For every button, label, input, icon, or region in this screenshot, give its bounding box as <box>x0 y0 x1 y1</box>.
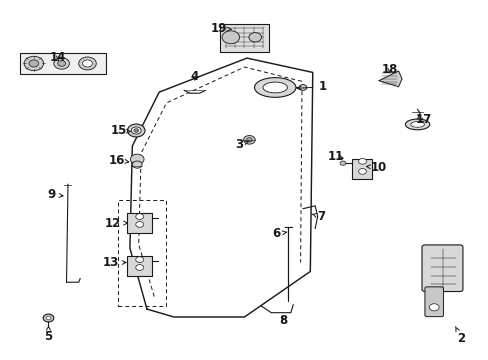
Circle shape <box>54 58 69 69</box>
FancyBboxPatch shape <box>127 213 152 233</box>
Bar <box>20 53 105 74</box>
Circle shape <box>134 129 139 132</box>
Circle shape <box>222 31 239 44</box>
Circle shape <box>43 314 54 322</box>
Ellipse shape <box>405 119 429 130</box>
Text: 6: 6 <box>271 227 286 240</box>
Text: 7: 7 <box>311 210 325 223</box>
Ellipse shape <box>254 78 295 97</box>
Circle shape <box>79 57 96 70</box>
Circle shape <box>127 124 145 137</box>
FancyBboxPatch shape <box>220 24 268 52</box>
FancyBboxPatch shape <box>421 245 462 292</box>
Circle shape <box>131 127 141 134</box>
Text: 10: 10 <box>366 161 386 174</box>
Ellipse shape <box>410 122 424 127</box>
Circle shape <box>248 33 261 42</box>
Circle shape <box>136 214 143 220</box>
Circle shape <box>358 168 366 174</box>
Text: 3: 3 <box>235 138 248 150</box>
Circle shape <box>130 154 144 164</box>
Text: 1: 1 <box>297 80 326 93</box>
Text: 15: 15 <box>110 124 130 137</box>
Circle shape <box>132 161 142 168</box>
Circle shape <box>299 85 306 90</box>
Circle shape <box>24 56 43 71</box>
FancyBboxPatch shape <box>127 256 152 276</box>
Text: 8: 8 <box>279 314 287 327</box>
Circle shape <box>136 222 143 227</box>
Bar <box>118 201 165 306</box>
Text: 17: 17 <box>415 113 431 126</box>
Text: 5: 5 <box>44 326 53 343</box>
Circle shape <box>339 161 345 165</box>
Circle shape <box>46 316 51 320</box>
Text: 18: 18 <box>381 63 397 76</box>
Polygon shape <box>378 71 401 87</box>
Circle shape <box>243 135 255 144</box>
Text: 2: 2 <box>454 327 465 345</box>
Text: 19: 19 <box>210 22 231 35</box>
Circle shape <box>136 257 143 262</box>
Circle shape <box>358 158 366 164</box>
Circle shape <box>136 265 143 270</box>
Text: 11: 11 <box>327 150 344 163</box>
Text: 14: 14 <box>50 51 66 64</box>
Text: 4: 4 <box>190 69 199 82</box>
Text: 13: 13 <box>102 256 126 269</box>
FancyBboxPatch shape <box>424 287 443 317</box>
Circle shape <box>82 60 92 67</box>
Text: 9: 9 <box>48 188 63 201</box>
Circle shape <box>29 60 39 67</box>
Text: 16: 16 <box>108 154 128 167</box>
Circle shape <box>246 138 252 142</box>
Circle shape <box>428 304 438 311</box>
FancyBboxPatch shape <box>351 159 371 179</box>
Ellipse shape <box>263 82 287 93</box>
Circle shape <box>58 60 65 66</box>
Text: 12: 12 <box>104 216 127 230</box>
